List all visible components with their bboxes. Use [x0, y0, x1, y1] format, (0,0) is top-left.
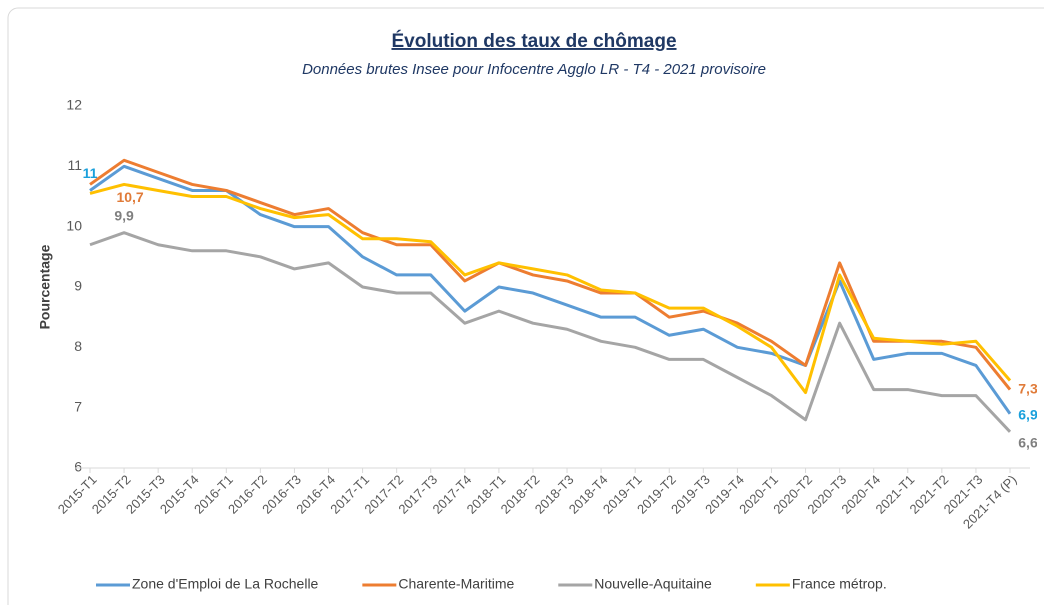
y-tick-label: 12	[66, 97, 82, 113]
chart-title: Évolution des taux de chômage	[391, 30, 676, 52]
y-tick-label: 9	[74, 278, 82, 294]
chart-subtitle: Données brutes Insee pour Infocentre Agg…	[302, 61, 766, 78]
data-label: 11	[83, 165, 98, 181]
series-line	[89, 182, 1012, 395]
data-label: 6,6	[1018, 435, 1038, 451]
chart-frame	[7, 7, 1044, 605]
y-tick-label: 8	[74, 338, 82, 354]
legend-label: Zone d'Emploi de La Rochelle	[132, 576, 319, 592]
series-line	[89, 158, 1012, 391]
legend-label: Charente-Maritime	[398, 576, 514, 592]
y-tick-label: 11	[67, 157, 82, 173]
data-label: 6,9	[1018, 406, 1038, 422]
y-axis-title: Pourcentage	[37, 244, 53, 329]
y-tick-label: 10	[66, 217, 82, 233]
data-label: 10,7	[116, 189, 143, 205]
legend-label: Nouvelle-Aquitaine	[594, 576, 712, 592]
data-label: 7,3	[1018, 380, 1038, 396]
data-label: 9,9	[114, 207, 134, 223]
y-tick-label: 7	[74, 398, 82, 414]
y-tick-label: 6	[74, 459, 82, 475]
legend-label: France métrop.	[792, 576, 887, 592]
series-line	[89, 231, 1012, 433]
